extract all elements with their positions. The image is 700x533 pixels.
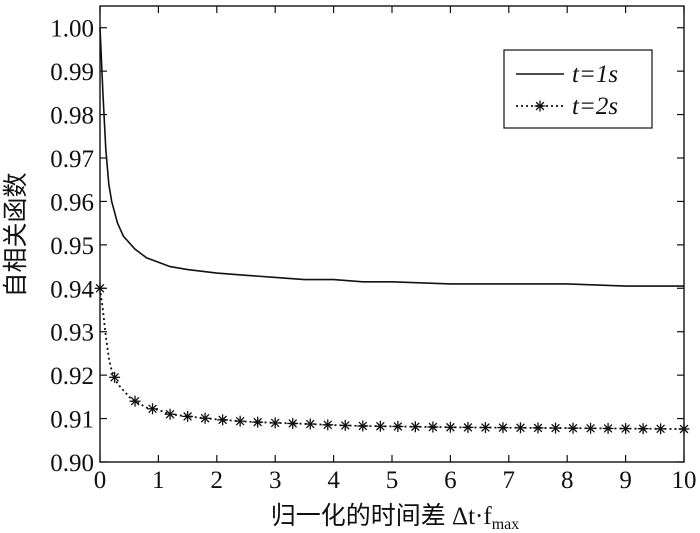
y-tick-label: 0.93: [50, 320, 94, 347]
star-marker: [462, 421, 474, 433]
star-marker: [234, 415, 246, 427]
x-axis-title-subscript: max: [492, 516, 520, 533]
star-marker: [678, 423, 690, 435]
legend-box: [503, 49, 653, 129]
y-tick-label: 0.99: [50, 59, 94, 86]
star-marker: [444, 421, 456, 433]
star-marker: [109, 371, 121, 383]
star-marker: [409, 421, 421, 433]
y-tick-label: 0.98: [50, 103, 94, 130]
star-marker: [514, 422, 526, 434]
y-axis: 0.90 0.91 0.92 0.93 0.94 0.95 0.96 0.97 0.98 0.99…: [50, 16, 684, 477]
star-marker: [129, 395, 141, 407]
x-tick-label: 9: [619, 467, 632, 494]
y-axis-title: 自相关函数: [2, 172, 30, 297]
star-marker: [164, 408, 176, 420]
star-marker: [550, 422, 562, 434]
star-marker: [427, 421, 439, 433]
x-axis-title-main: 归一化的时间差 Δt·f: [271, 502, 493, 530]
series-line-1: [99, 27, 684, 287]
star-marker: [287, 417, 299, 429]
star-marker: [497, 422, 509, 434]
y-tick-label: 0.91: [50, 407, 94, 434]
series-line-2: [99, 288, 685, 430]
x-tick-label: 3: [269, 467, 282, 494]
x-tick-label: 2: [211, 467, 224, 494]
star-marker: [392, 420, 404, 432]
x-tick-label: 4: [327, 467, 340, 494]
star-marker: [147, 403, 159, 415]
star-marker: [655, 423, 667, 435]
star-marker: [374, 420, 386, 432]
star-marker: [269, 417, 281, 429]
star-marker: [304, 418, 316, 430]
star-marker: [339, 419, 351, 431]
x-tick-label: 1: [152, 467, 165, 494]
star-marker: [585, 422, 597, 434]
x-tick-label: 8: [561, 467, 574, 494]
legend-label-2: t=2s: [572, 93, 618, 120]
y-tick-label: 0.90: [50, 450, 94, 477]
y-tick-label: 0.97: [50, 146, 94, 173]
y-tick-label: 0.96: [50, 189, 94, 216]
star-marker: [620, 423, 632, 435]
x-tick-label: 10: [672, 467, 697, 494]
star-marker: [479, 422, 491, 434]
legend: t=1s t=2s: [503, 49, 653, 129]
star-marker: [532, 422, 544, 434]
star-marker: [217, 414, 229, 426]
star-marker: [567, 422, 579, 434]
x-axis: 0 1 2 3 4 5 6 7 8 9 10: [94, 6, 697, 494]
series-layer: [94, 27, 690, 435]
y-tick-label: 0.94: [50, 276, 94, 303]
star-marker: [252, 416, 264, 428]
star-marker: [182, 410, 194, 422]
star-marker: [534, 100, 546, 112]
star-marker: [637, 423, 649, 435]
y-tick-label: 0.92: [50, 363, 94, 390]
star-marker: [199, 412, 211, 424]
x-tick-label: 6: [444, 467, 457, 494]
x-tick-label: 7: [503, 467, 516, 494]
star-marker: [94, 282, 106, 294]
y-tick-label: 0.95: [50, 233, 94, 260]
x-tick-label: 5: [386, 467, 399, 494]
x-tick-label: 0: [94, 467, 107, 494]
x-axis-title: 归一化的时间差 Δt·fmax: [271, 502, 519, 533]
star-marker: [357, 420, 369, 432]
y-tick-label: 1.00: [50, 16, 94, 43]
star-marker: [602, 422, 614, 434]
legend-label-1: t=1s: [572, 61, 618, 88]
star-marker: [322, 419, 334, 431]
